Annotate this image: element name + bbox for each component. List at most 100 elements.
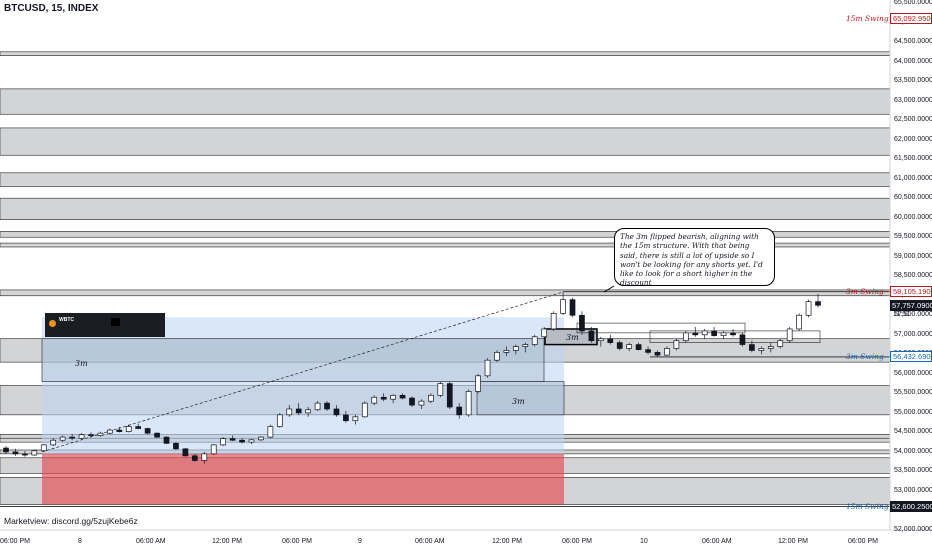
candle-body	[361, 402, 368, 418]
annotation-boxes: 3m 3m 3m	[41, 322, 821, 416]
price-tag: 56,432.6900	[890, 351, 932, 363]
price-tick-label: 56,000.0000	[894, 369, 932, 377]
time-tick-label: 06:00 PM	[0, 538, 30, 545]
supply-zone	[0, 289, 891, 297]
candle-body	[418, 400, 425, 406]
candle-body	[50, 439, 57, 446]
candle-body	[739, 334, 746, 345]
candle-body	[560, 299, 566, 314]
redacted-block	[111, 318, 120, 326]
candle-body	[588, 330, 595, 342]
candle-body	[399, 394, 406, 399]
attribution-text: Marketview: discord.gg/5zujKebe6z	[4, 516, 138, 526]
time-tick-label: 12:00 PM	[492, 538, 522, 545]
candle-body	[390, 394, 396, 400]
candle-body	[484, 359, 491, 377]
candle-body	[276, 414, 283, 427]
candle-body	[201, 453, 208, 461]
time-tick-label: 12:00 PM	[212, 538, 242, 545]
time-tick-label: 06:00 AM	[415, 538, 445, 545]
candle-body	[616, 342, 623, 349]
structure-box	[476, 381, 565, 416]
structure-box	[576, 322, 746, 334]
price-tick-label: 59,500.0000	[894, 233, 932, 241]
candle-body	[720, 332, 727, 336]
candle-body	[513, 346, 519, 351]
candle-body	[494, 352, 500, 361]
callout-pointer	[603, 285, 615, 293]
candle-body	[258, 436, 264, 441]
candle-body	[69, 436, 75, 439]
candle-body	[352, 416, 359, 422]
candle-body	[239, 439, 245, 443]
structure-box	[649, 330, 821, 343]
price-tick-label: 61,000.0000	[894, 174, 932, 182]
candle-body	[541, 328, 548, 338]
supply-demand-zones	[0, 51, 891, 505]
candle-body	[503, 350, 510, 353]
candle-body	[324, 402, 330, 410]
candle-body	[229, 438, 236, 441]
price-tick-label: 64,000.0000	[894, 57, 932, 65]
candle-body	[116, 429, 123, 432]
candle-body	[664, 348, 670, 356]
wbtc-widget: WBTC	[45, 313, 165, 337]
candle-body	[682, 332, 689, 342]
time-tick-label: 8	[78, 538, 82, 545]
candle-body	[635, 344, 642, 350]
structure-box	[41, 338, 545, 382]
symbol-title[interactable]: BTCUSD, 15, INDEX	[4, 3, 99, 14]
bar-countdown: 11:51	[893, 311, 910, 319]
candle-body	[701, 330, 708, 336]
swing-label: 3m Swing	[846, 351, 884, 361]
candle-body	[531, 336, 538, 345]
structure-box-label: 3m	[512, 397, 525, 406]
structure-box-label: 3m	[566, 333, 579, 342]
candle-body	[607, 338, 614, 343]
candle-body	[692, 332, 699, 336]
price-tick-label: 59,000.0000	[894, 252, 932, 260]
candle-body	[749, 344, 755, 351]
annotation-callout: The 3m flipped bearish, aligning with th…	[614, 228, 775, 287]
candle-body	[767, 346, 774, 349]
candle-body	[333, 408, 340, 416]
candle-body	[569, 299, 576, 316]
candle-body	[22, 453, 28, 456]
candle-body	[107, 429, 113, 434]
candle-body	[305, 409, 311, 414]
candle-body	[182, 448, 189, 457]
candle-body	[673, 340, 680, 349]
candle-body	[777, 340, 784, 347]
swing-label: 3m Swing	[846, 286, 884, 296]
swing-label: 15m Swing	[846, 501, 889, 511]
candle-body	[465, 391, 472, 416]
price-tag: 52,600.2500	[890, 501, 932, 513]
candle-body	[191, 455, 198, 461]
candle-body	[97, 432, 104, 436]
price-tick-label: 55,500.0000	[894, 389, 932, 397]
price-tag: 65,092.9500	[890, 13, 932, 25]
price-tick-label: 57,000.0000	[894, 330, 932, 338]
candle-body	[267, 426, 274, 438]
price-tick-label: 54,500.0000	[894, 428, 932, 436]
price-tick-label: 63,000.0000	[894, 96, 932, 104]
price-tick-label: 64,500.0000	[894, 38, 932, 46]
time-tick-label: 06:00 AM	[136, 538, 166, 545]
candle-body	[786, 328, 793, 342]
candle-body	[295, 408, 302, 414]
candle-body	[380, 396, 387, 400]
candle-body	[437, 383, 444, 396]
candle-body	[78, 434, 85, 439]
risk-box	[42, 453, 564, 505]
candle-body	[163, 436, 170, 444]
price-tick-label: 58,500.0000	[894, 272, 932, 280]
candle-body	[579, 314, 585, 332]
time-tick-label: 10	[640, 538, 648, 545]
price-tick-label: 62,500.0000	[894, 116, 932, 124]
candle-body	[40, 444, 47, 452]
swing-label: 15m Swing	[846, 13, 889, 23]
price-tick-label: 62,000.0000	[894, 135, 932, 143]
price-tick-label: 60,500.0000	[894, 194, 932, 202]
candle-body	[3, 447, 9, 453]
